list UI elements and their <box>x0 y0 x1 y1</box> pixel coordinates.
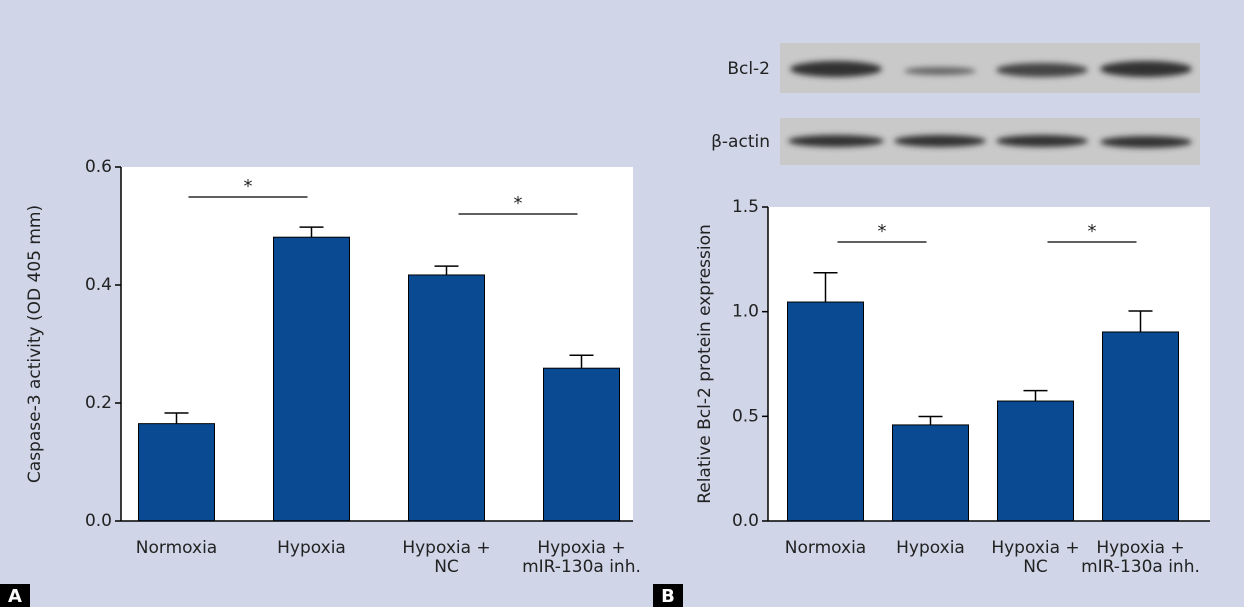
bar <box>409 275 485 521</box>
blot-band <box>790 61 882 77</box>
blot-band <box>996 63 1088 77</box>
bar <box>274 237 350 521</box>
y-tick-label: 0.5 <box>732 406 759 426</box>
bar <box>1103 332 1179 521</box>
y-tick-label: 0.0 <box>85 511 112 531</box>
significance-label: * <box>244 176 253 197</box>
y-tick-label: 0.4 <box>85 275 112 295</box>
y-tick-label: 0.2 <box>85 393 112 413</box>
y-axis-label: Relative Bcl-2 protein expression <box>695 224 715 504</box>
x-tick-label: Normoxia <box>136 538 217 558</box>
significance-label: * <box>514 193 523 214</box>
bar <box>893 425 969 521</box>
bar <box>998 401 1074 521</box>
significance-label: * <box>1088 221 1097 242</box>
blot-label: Bcl-2 <box>727 59 770 79</box>
panel-label: A <box>8 586 22 607</box>
bar <box>139 424 215 521</box>
y-tick-label: 1.0 <box>732 302 759 322</box>
x-tick-label: Hypoxia +mIR-130a inh. <box>522 538 641 577</box>
panel-label: B <box>661 586 675 607</box>
blot-band <box>1100 136 1192 148</box>
page: Bcl-2 β-actin NormoxiaHypoxiaHypoxia +NC… <box>0 0 1244 607</box>
x-tick-label: Hypoxia <box>277 538 346 558</box>
bar <box>544 368 620 521</box>
blot-band <box>894 135 986 147</box>
blot-band <box>788 135 884 147</box>
y-tick-label: 1.5 <box>732 197 759 217</box>
y-tick-label: 0.0 <box>732 511 759 531</box>
y-tick-label: 0.6 <box>85 157 112 177</box>
x-tick-label: Hypoxia <box>896 538 965 558</box>
blot-label: β-actin <box>711 132 770 152</box>
figure: Bcl-2 β-actin NormoxiaHypoxiaHypoxia +NC… <box>0 0 1244 607</box>
significance-label: * <box>878 221 887 242</box>
blot-band <box>1100 61 1192 77</box>
blot-band <box>904 67 976 75</box>
bar <box>788 302 864 521</box>
blot-band <box>996 135 1088 147</box>
x-tick-label: Normoxia <box>785 538 866 558</box>
y-axis-label: Caspase-3 activity (OD 405 mm) <box>25 205 45 483</box>
x-tick-label: Hypoxia +mIR-130a inh. <box>1081 538 1200 577</box>
